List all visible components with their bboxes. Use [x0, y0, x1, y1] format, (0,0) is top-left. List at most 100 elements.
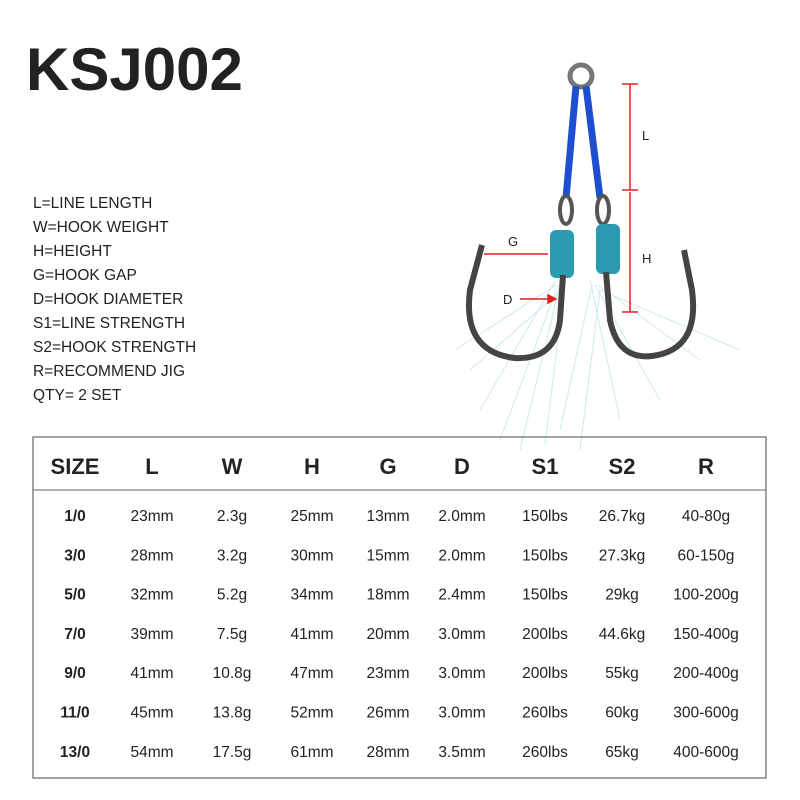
table-cell: 15mm [366, 547, 409, 564]
table-cell: 400-600g [673, 744, 739, 761]
size-cell: 7/0 [64, 626, 86, 643]
table-cell: 25mm [290, 508, 333, 525]
table-cell: 40-80g [682, 508, 730, 525]
table-cell: 2.3g [217, 508, 247, 525]
column-header: H [304, 454, 320, 479]
table-cell: 13.8g [213, 705, 252, 722]
table-cell: 5.2g [217, 587, 247, 604]
table-cell: 13mm [366, 508, 409, 525]
table-cell: 150lbs [522, 547, 568, 564]
table-cell: 100-200g [673, 587, 739, 604]
table-cell: 150-400g [673, 626, 739, 643]
table-cell: 2.4mm [438, 587, 485, 604]
table-cell: 10.8g [213, 665, 252, 682]
hook-illustration: L G H D [454, 62, 741, 451]
dimension-label: G [508, 234, 518, 249]
table-cell: 60kg [605, 705, 639, 722]
table-cell: 54mm [130, 744, 173, 761]
table-cell: 41mm [130, 665, 173, 682]
table-cell: 150lbs [522, 508, 568, 525]
legend-item: L=LINE LENGTH [33, 195, 152, 212]
table-cell: 29kg [605, 587, 639, 604]
legend-item: D=HOOK DIAMETER [33, 291, 183, 308]
size-cell: 9/0 [64, 665, 86, 682]
table-cell: 2.0mm [438, 508, 485, 525]
size-cell: 13/0 [60, 744, 90, 761]
table-cell: 20mm [366, 626, 409, 643]
column-header: SIZE [51, 454, 100, 479]
table-cell: 300-600g [673, 705, 739, 722]
table-cell: 28mm [366, 744, 409, 761]
column-header: L [145, 454, 158, 479]
table-cell: 41mm [290, 626, 333, 643]
cord [562, 85, 604, 199]
legend-item: S1=LINE STRENGTH [33, 315, 185, 332]
table-cell: 26.7kg [599, 508, 646, 525]
thread-wrap [550, 230, 574, 278]
legend-item: G=HOOK GAP [33, 267, 137, 284]
hook [466, 244, 566, 362]
column-header: G [379, 454, 396, 479]
legend-item: QTY= 2 SET [33, 387, 122, 404]
table-cell: 28mm [130, 547, 173, 564]
legend: L=LINE LENGTH W=HOOK WEIGHT H=HEIGHT G=HOOK… [33, 195, 196, 404]
table-cell: 27.3kg [599, 547, 646, 564]
title: KSJ002 [26, 36, 243, 103]
legend-item: R=RECOMMEND JIG [33, 363, 185, 380]
table-cell: 55kg [605, 665, 639, 682]
size-cell: 11/0 [60, 705, 89, 722]
table-border [32, 436, 767, 779]
table-cell: 260lbs [522, 705, 568, 722]
table-cell: 47mm [290, 665, 333, 682]
hook-eye [558, 194, 574, 226]
dimension-lines [484, 83, 638, 313]
table-cell: 30mm [290, 547, 333, 564]
thread-wrap [596, 224, 620, 274]
table-cell: 7.5g [217, 626, 247, 643]
table-cell: 23mm [130, 508, 173, 525]
table-cell: 52mm [290, 705, 333, 722]
hook [603, 249, 697, 360]
column-header: R [698, 454, 714, 479]
column-header: W [222, 454, 243, 479]
flash [454, 279, 741, 451]
legend-item: S2=HOOK STRENGTH [33, 339, 196, 356]
legend-item: W=HOOK WEIGHT [33, 219, 169, 236]
table-cell: 61mm [290, 744, 333, 761]
table-cell: 65kg [605, 744, 639, 761]
table-cell: 17.5g [213, 744, 252, 761]
table-cell: 44.6kg [599, 626, 646, 643]
dimension-label: D [503, 292, 512, 307]
table-cell: 18mm [366, 587, 409, 604]
table-cell: 3.0mm [438, 665, 485, 682]
table-cell: 23mm [366, 665, 409, 682]
table-cell: 60-150g [678, 547, 735, 564]
size-cell: 3/0 [64, 547, 86, 564]
spec-table: SIZE L W H G D S1 S2 R 1/0 23mm 2.3g 25mm 13mm 2.0mm 15… [51, 454, 739, 761]
table-cell: 2.0mm [438, 547, 485, 564]
table-cell: 200-400g [673, 665, 739, 682]
table-cell: 3.5mm [438, 744, 485, 761]
table-cell: 3.0mm [438, 705, 485, 722]
table-cell: 34mm [290, 587, 333, 604]
ring [567, 62, 595, 90]
table-cell: 39mm [130, 626, 173, 643]
table-cell: 200lbs [522, 626, 568, 643]
table-cell: 26mm [366, 705, 409, 722]
table-cell: 3.2g [217, 547, 247, 564]
table-cell: 45mm [130, 705, 173, 722]
table-cell: 3.0mm [438, 626, 485, 643]
size-cell: 1/0 [64, 508, 86, 525]
table-cell: 32mm [130, 587, 173, 604]
dimension-label: L [642, 128, 649, 143]
size-cell: 5/0 [64, 587, 86, 604]
dimension-label: H [642, 251, 651, 266]
table-cell: 200lbs [522, 665, 568, 682]
legend-item: H=HEIGHT [33, 243, 112, 260]
column-header: S2 [609, 454, 636, 479]
table-cell: 260lbs [522, 744, 568, 761]
column-header: S1 [532, 454, 559, 479]
table-cell: 150lbs [522, 587, 568, 604]
